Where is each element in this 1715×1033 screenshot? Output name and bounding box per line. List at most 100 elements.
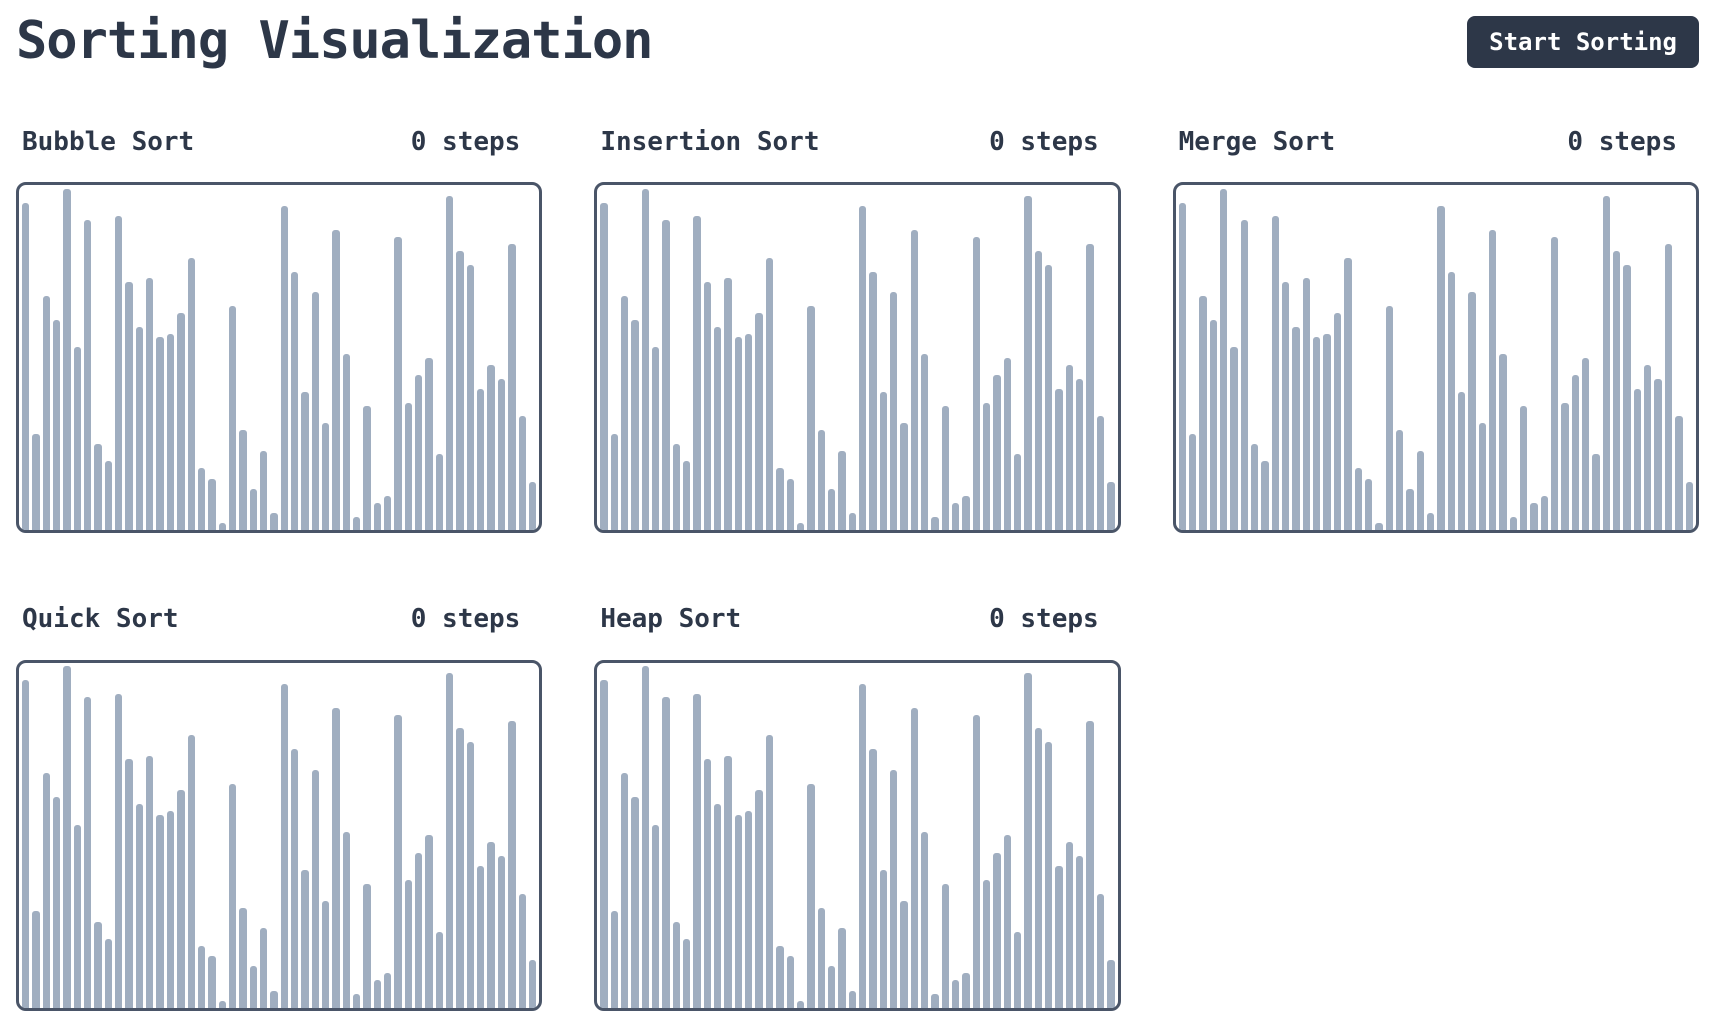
bar bbox=[693, 216, 701, 531]
bar bbox=[683, 461, 691, 531]
steps-counter: 0 steps bbox=[989, 604, 1099, 635]
bar bbox=[290, 749, 299, 1008]
bar bbox=[1499, 354, 1507, 531]
bar bbox=[1602, 195, 1611, 531]
bar bbox=[353, 994, 361, 1008]
bar bbox=[1107, 482, 1115, 531]
bar bbox=[280, 683, 288, 1008]
bar bbox=[1086, 243, 1094, 531]
bar bbox=[734, 814, 743, 1008]
bar bbox=[528, 482, 537, 531]
bar bbox=[631, 319, 639, 531]
bar bbox=[1685, 482, 1693, 531]
bar bbox=[115, 216, 123, 531]
bar bbox=[32, 911, 40, 1008]
bar bbox=[301, 869, 309, 1008]
bar bbox=[1375, 523, 1383, 531]
bar bbox=[621, 295, 629, 531]
bar bbox=[745, 811, 753, 1008]
bar bbox=[270, 513, 278, 531]
bar bbox=[1416, 450, 1424, 531]
bar bbox=[42, 773, 51, 1008]
bar bbox=[404, 880, 413, 1008]
bar bbox=[621, 773, 629, 1008]
bar bbox=[280, 206, 288, 531]
bar bbox=[858, 206, 867, 531]
bar bbox=[1488, 230, 1497, 531]
bar bbox=[1086, 721, 1094, 1008]
bar bbox=[1096, 893, 1105, 1008]
bar bbox=[745, 333, 753, 531]
bar bbox=[446, 195, 454, 531]
bar bbox=[672, 921, 681, 1008]
bar bbox=[84, 219, 92, 531]
bar bbox=[714, 804, 722, 1008]
bar bbox=[1065, 842, 1074, 1008]
bar bbox=[910, 230, 918, 531]
bar bbox=[672, 444, 681, 531]
bar bbox=[1034, 728, 1043, 1008]
chart-card-header: Bubble Sort 0 steps bbox=[16, 126, 542, 159]
bar bbox=[1220, 188, 1228, 531]
bar bbox=[259, 450, 268, 531]
bar bbox=[693, 693, 701, 1008]
bar bbox=[786, 478, 794, 531]
bar bbox=[384, 973, 392, 1008]
bar bbox=[84, 697, 92, 1008]
bar bbox=[63, 188, 71, 531]
bar bbox=[941, 883, 950, 1008]
start-sorting-button[interactable]: Start Sorting bbox=[1467, 15, 1699, 68]
bar bbox=[1478, 423, 1486, 531]
bar bbox=[703, 281, 712, 531]
bar bbox=[827, 966, 836, 1008]
bar bbox=[384, 495, 392, 531]
bar bbox=[259, 928, 268, 1008]
bar bbox=[920, 354, 929, 531]
bar bbox=[1065, 364, 1074, 531]
bar bbox=[1468, 292, 1476, 531]
bar bbox=[94, 921, 102, 1008]
bar bbox=[435, 454, 444, 531]
chart-card: Merge Sort 0 steps bbox=[1172, 126, 1699, 534]
bar bbox=[1551, 237, 1559, 531]
bar bbox=[869, 749, 877, 1008]
bar bbox=[1613, 250, 1621, 531]
bar bbox=[1395, 430, 1404, 531]
bar bbox=[1302, 278, 1311, 531]
bar bbox=[363, 883, 371, 1008]
bar bbox=[497, 856, 506, 1008]
bar bbox=[1024, 195, 1032, 531]
algorithm-title: Heap Sort bbox=[600, 604, 742, 635]
bar bbox=[1333, 312, 1342, 531]
algorithm-title: Insertion Sort bbox=[600, 126, 820, 157]
bar bbox=[477, 866, 485, 1008]
chart-panel bbox=[594, 182, 1121, 534]
bar bbox=[104, 938, 113, 1008]
bar bbox=[962, 973, 970, 1008]
bar bbox=[662, 697, 670, 1008]
bar bbox=[931, 516, 939, 531]
bar bbox=[755, 790, 763, 1008]
bar bbox=[765, 257, 774, 531]
bar bbox=[931, 994, 939, 1008]
bar bbox=[508, 243, 516, 531]
bar bbox=[156, 814, 164, 1008]
bar bbox=[631, 797, 639, 1008]
bar bbox=[1561, 402, 1569, 531]
bar bbox=[910, 707, 918, 1008]
steps-counter: 0 steps bbox=[410, 604, 521, 635]
bar bbox=[228, 783, 237, 1008]
bar bbox=[1178, 202, 1186, 531]
bar bbox=[641, 188, 650, 531]
bar bbox=[518, 893, 526, 1008]
bar bbox=[456, 728, 464, 1008]
bar bbox=[466, 742, 475, 1008]
bar bbox=[115, 693, 123, 1008]
bar bbox=[889, 292, 898, 531]
bar bbox=[1571, 375, 1580, 531]
chart-panel bbox=[594, 659, 1121, 1011]
bar bbox=[301, 392, 309, 531]
bar bbox=[610, 911, 619, 1008]
bar bbox=[197, 468, 206, 531]
bar bbox=[135, 326, 144, 531]
